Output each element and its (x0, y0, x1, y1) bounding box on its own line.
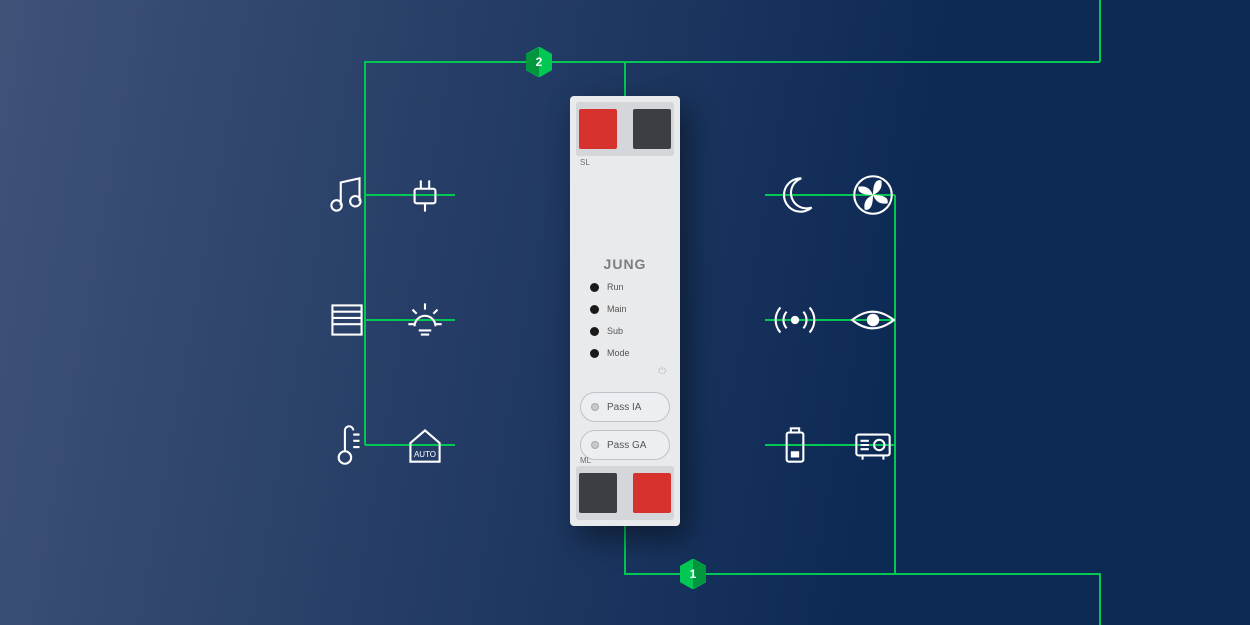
line-badge-2: 2 (526, 47, 552, 77)
top-terminal-dark (633, 109, 671, 149)
plug-icon (400, 170, 450, 220)
pass-ga-button[interactable]: Pass GA (580, 430, 670, 460)
sl-label: SL (580, 158, 590, 167)
auto-home-icon: AUTO (400, 420, 450, 470)
bottom-terminal-dark (579, 473, 617, 513)
right-row-1 (770, 170, 898, 220)
pass-ga-label: Pass GA (607, 440, 646, 451)
thermometer-icon (322, 420, 372, 470)
badge-2-number: 2 (526, 47, 552, 77)
left-row-2 (322, 295, 450, 345)
left-row-3: AUTO (322, 420, 450, 470)
wireless-icon (770, 295, 820, 345)
blinds-icon (322, 295, 372, 345)
bottom-terminal-block (576, 466, 674, 520)
pass-ia-led (591, 403, 599, 411)
music-icon (322, 170, 372, 220)
power-icon: ⏻ (658, 366, 666, 377)
right-row-2 (770, 295, 898, 345)
battery-icon (770, 420, 820, 470)
top-terminal-red (579, 109, 617, 149)
led-main: Main (590, 304, 627, 314)
right-row-3 (770, 420, 898, 470)
eye-icon (848, 295, 898, 345)
bottom-terminal-red (633, 473, 671, 513)
knx-device: SL JUNG Run Main Sub Mode ⏻ Pass IA Pass GA… (570, 96, 680, 526)
projector-icon (848, 420, 898, 470)
moon-icon (770, 170, 820, 220)
ml-label: ML (580, 456, 591, 465)
diagram-canvas: AUTO 2 1 (0, 0, 1250, 625)
led-run: Run (590, 282, 624, 292)
auto-label: AUTO (414, 450, 436, 459)
led-sub: Sub (590, 326, 623, 336)
pass-ga-led (591, 441, 599, 449)
fan-icon (848, 170, 898, 220)
led-mode: Mode (590, 348, 630, 358)
device-brand: JUNG (570, 256, 680, 272)
pass-ia-button[interactable]: Pass IA (580, 392, 670, 422)
left-row-1 (322, 170, 450, 220)
light-icon (400, 295, 450, 345)
top-terminal-block (576, 102, 674, 156)
badge-1-number: 1 (680, 559, 706, 589)
line-badge-1: 1 (680, 559, 706, 589)
pass-ia-label: Pass IA (607, 402, 641, 413)
